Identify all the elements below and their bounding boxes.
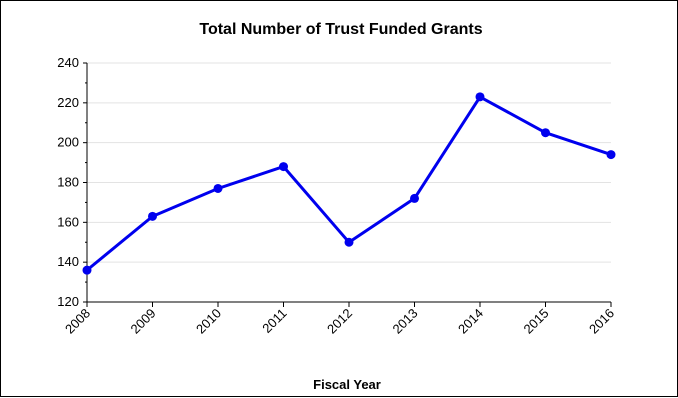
data-point[interactable] — [82, 265, 92, 275]
x-tick-label: 2014 — [455, 306, 486, 337]
data-point[interactable] — [344, 237, 354, 247]
x-tick-label: 2012 — [324, 306, 355, 337]
data-point[interactable] — [213, 183, 223, 193]
x-axis-title: Fiscal Year — [313, 377, 381, 392]
data-point[interactable] — [410, 193, 419, 203]
data-point[interactable] — [541, 128, 550, 138]
y-tick-label: 240 — [57, 55, 79, 70]
x-tick-label: 2010 — [193, 306, 224, 337]
y-tick-label: 180 — [57, 175, 79, 190]
series-layer — [82, 92, 616, 275]
y-tick-label: 220 — [57, 95, 79, 110]
y-tick-label: 160 — [57, 214, 79, 229]
x-axis-ticks: 2008 2009 2010 2011 2012 2013 2014 2015 2016 — [62, 302, 617, 337]
data-point[interactable] — [606, 150, 616, 160]
x-tick-label: 2016 — [586, 306, 617, 337]
data-point[interactable] — [148, 211, 157, 221]
gridlines — [87, 62, 611, 263]
x-tick-label: 2008 — [62, 306, 93, 337]
chart-title: Total Number of Trust Funded Grants — [199, 21, 482, 38]
data-point[interactable] — [279, 162, 288, 172]
y-axis-ticks: 120 140 160 180 200 220 240 — [57, 55, 87, 309]
y-tick-label: 120 — [57, 294, 79, 309]
x-tick-label: 2009 — [128, 306, 159, 337]
x-tick-label: 2015 — [521, 306, 552, 337]
x-tick-label: 2013 — [390, 306, 421, 337]
y-tick-label: 200 — [57, 135, 79, 150]
y-tick-label: 140 — [57, 254, 79, 269]
data-point[interactable] — [475, 92, 485, 102]
x-tick-label: 2011 — [259, 306, 289, 336]
